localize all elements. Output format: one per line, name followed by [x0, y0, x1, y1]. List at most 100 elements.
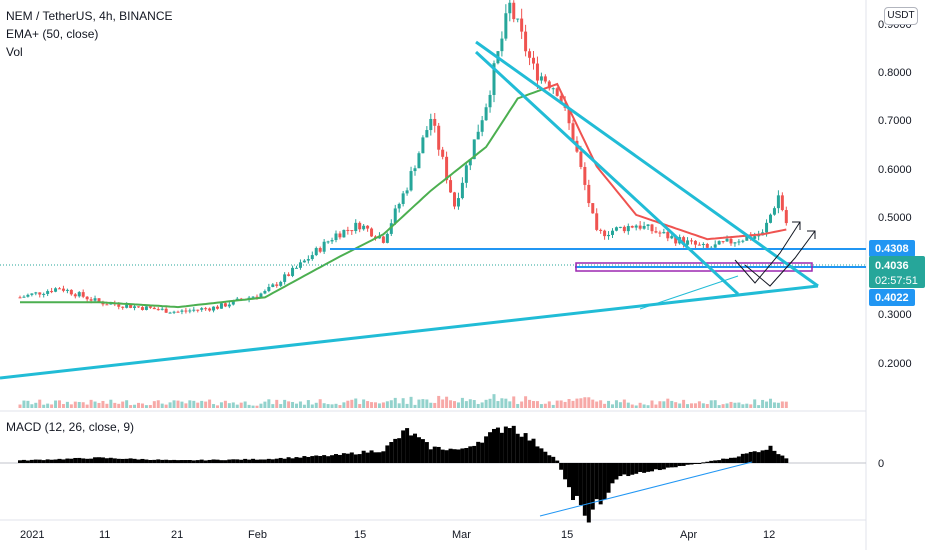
- macd-bar: [444, 450, 449, 463]
- volume-bar: [109, 399, 113, 408]
- volume-bar: [283, 399, 287, 408]
- volume-bar: [701, 403, 705, 408]
- macd-bar: [136, 459, 141, 463]
- candle-body: [231, 300, 235, 305]
- resistance-price-tag: 0.4308: [869, 240, 915, 257]
- volume-bar: [670, 400, 674, 408]
- time-tick: 11: [99, 529, 110, 541]
- candle-body: [488, 94, 492, 108]
- macd-bar: [535, 446, 540, 463]
- macd-bar: [168, 460, 173, 463]
- volume-bar: [235, 404, 239, 408]
- macd-bar: [144, 459, 149, 463]
- candle-body: [741, 240, 745, 242]
- volume-bar: [295, 403, 298, 408]
- ema-legend[interactable]: EMA+ (50, close): [6, 27, 99, 41]
- candle-body: [456, 198, 460, 207]
- macd-bar: [677, 463, 682, 467]
- candle-body: [717, 241, 721, 245]
- candle-body: [263, 291, 267, 294]
- macd-bar: [132, 458, 137, 463]
- candle-body: [520, 18, 524, 32]
- volume-bar: [603, 403, 607, 408]
- macd-bar: [634, 463, 639, 474]
- candle-body: [587, 184, 591, 204]
- macd-bar: [219, 460, 224, 463]
- macd-bar: [464, 447, 469, 463]
- macd-bar: [709, 460, 714, 463]
- candle-body: [302, 260, 306, 263]
- price-axis[interactable]: 0.9000 0.8000 0.7000 0.6000 0.5000 0.300…: [878, 19, 912, 370]
- volume-bar: [133, 404, 137, 408]
- macd-bar: [614, 463, 619, 480]
- macd-bar: [582, 463, 587, 516]
- macd-bar: [448, 448, 453, 463]
- volume-bar: [196, 402, 200, 408]
- time-axis[interactable]: 2021 11 21 Feb 15 Mar 15 Apr 12: [20, 529, 775, 541]
- macd-bar: [349, 452, 354, 463]
- volume-bar: [342, 402, 346, 408]
- macd-bar: [531, 438, 536, 463]
- macd-bar: [231, 459, 236, 463]
- time-tick: 12: [763, 529, 775, 541]
- macd-bar: [365, 452, 370, 463]
- descending-trendline-inner[interactable]: [474, 50, 740, 296]
- ascending-trendline[interactable]: [0, 284, 819, 380]
- price-tick: 0.8000: [878, 67, 912, 79]
- candle-body: [22, 296, 26, 298]
- candle-body: [397, 203, 401, 209]
- range-box[interactable]: [575, 262, 813, 272]
- projection-arrows[interactable]: [734, 221, 816, 287]
- candle-body: [310, 255, 314, 260]
- candle-body: [208, 308, 212, 311]
- volume-bar: [460, 397, 464, 408]
- volume-bar: [164, 404, 168, 408]
- volume-bar: [239, 402, 243, 408]
- volume-bar: [725, 403, 729, 408]
- currency-button[interactable]: USDT: [884, 7, 918, 25]
- volume-bar: [492, 394, 496, 408]
- volume-bar: [456, 402, 460, 408]
- candle-body: [144, 306, 148, 310]
- macd-bar: [563, 463, 568, 480]
- macd-legend[interactable]: MACD (12, 26, close, 9): [6, 420, 135, 434]
- volume-bar: [646, 405, 650, 408]
- trendlines[interactable]: [0, 40, 819, 380]
- macd-bar: [369, 450, 374, 463]
- candle-body: [409, 171, 413, 191]
- ema-segment-bear: [541, 82, 787, 241]
- candle-body: [358, 222, 362, 230]
- volume-bar: [231, 402, 235, 408]
- descending-trendline-outer[interactable]: [475, 40, 819, 288]
- macd-bar: [112, 458, 117, 463]
- macd-bar: [760, 450, 765, 463]
- time-tick: 2021: [20, 529, 44, 541]
- volume-bar: [697, 401, 701, 408]
- volume-bar: [532, 401, 535, 408]
- volume-bar: [579, 398, 583, 408]
- macd-bar: [179, 460, 184, 463]
- macd-bar: [420, 439, 425, 463]
- volume-bar: [338, 405, 342, 408]
- macd-bar: [606, 463, 611, 493]
- candle-body: [433, 118, 437, 126]
- candle-body: [437, 125, 441, 150]
- volume-bar: [729, 401, 733, 408]
- candle-body: [188, 310, 192, 312]
- volume-bar: [634, 405, 638, 408]
- macd-bar: [306, 456, 311, 463]
- volume-bar: [484, 399, 488, 408]
- volume-bar: [445, 396, 449, 408]
- volume-bar: [247, 404, 251, 408]
- macd-bar: [77, 457, 82, 463]
- macd-bar: [235, 459, 240, 463]
- volume-legend[interactable]: Vol: [6, 45, 23, 59]
- symbol-title[interactable]: NEM / TetherUS, 4h, BINANCE: [6, 9, 173, 23]
- candle-body: [346, 229, 350, 231]
- macd-bar: [744, 453, 749, 463]
- macd-bar: [187, 459, 192, 463]
- macd-bar: [330, 455, 335, 463]
- macd-bar: [29, 459, 34, 463]
- volume-bar: [377, 403, 381, 408]
